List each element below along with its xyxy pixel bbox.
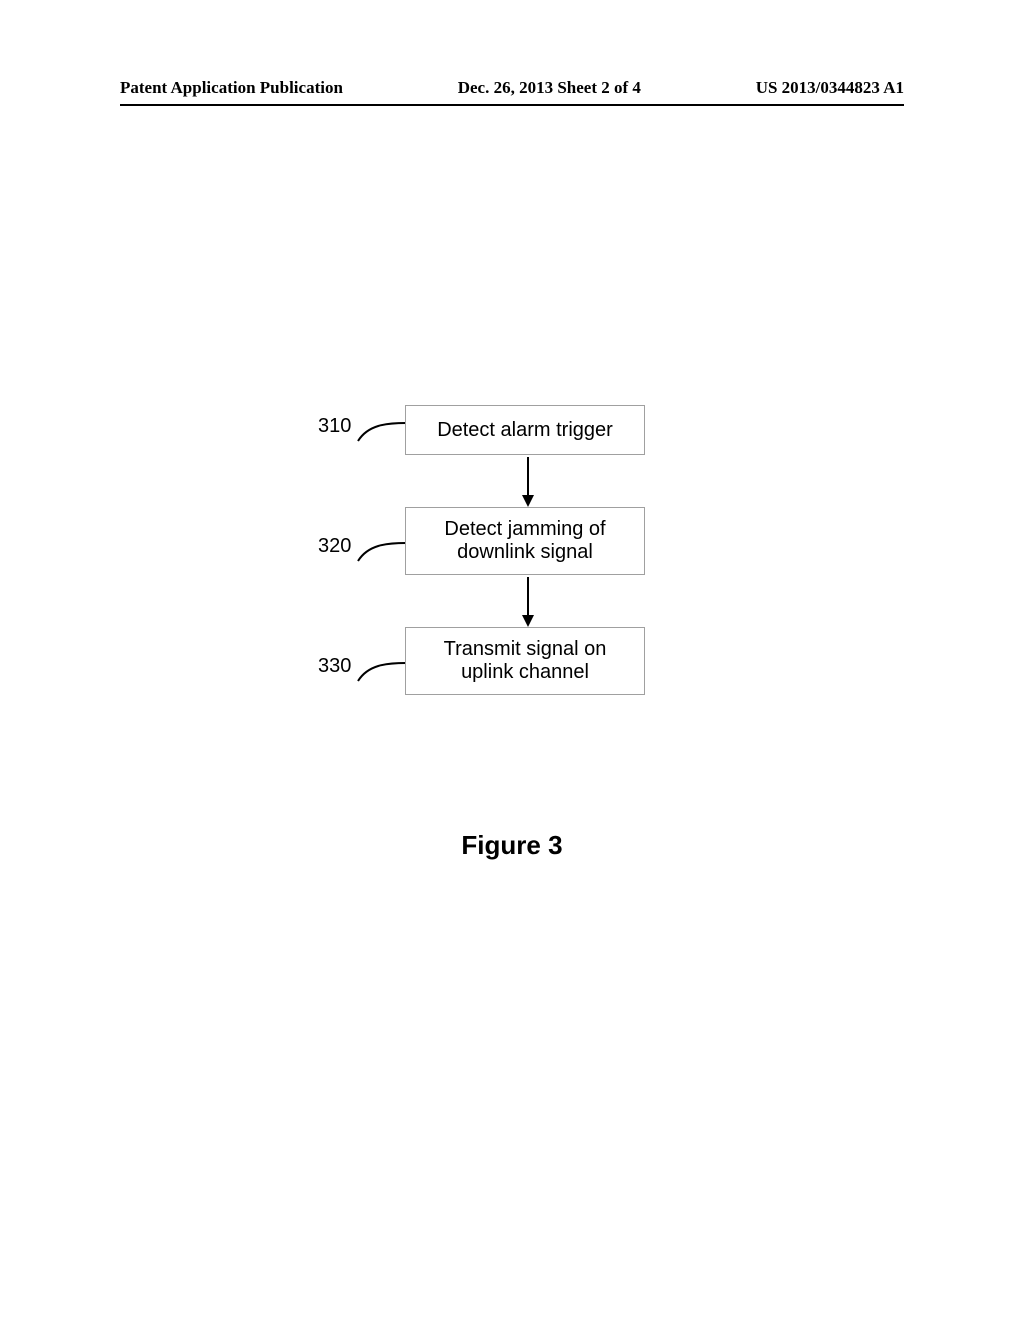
figure-caption: Figure 3 [0,830,1024,861]
flow-arrow-1 [0,455,1024,507]
leader-line-icon [356,419,408,443]
header-right: US 2013/0344823 A1 [756,78,904,98]
page-header: Patent Application Publication Dec. 26, … [120,78,904,98]
flow-node-310: Detect alarm trigger [405,405,645,455]
flow-node-310-row: 310 Detect alarm trigger [0,405,1024,455]
header-center: Dec. 26, 2013 Sheet 2 of 4 [458,78,641,98]
arrow-down-icon [520,577,536,627]
arrow-down-icon [520,457,536,507]
flow-label-320: 320 [318,535,351,558]
leader-line-icon [356,539,408,563]
flow-node-320-row: 320 Detect jamming of downlink signal [0,507,1024,575]
flow-node-320-text: Detect jamming of downlink signal [444,518,605,564]
flow-arrow-2 [0,575,1024,627]
flow-node-330: Transmit signal on uplink channel [405,627,645,695]
flow-node-320: Detect jamming of downlink signal [405,507,645,575]
flowchart: 310 Detect alarm trigger 320 Detect jamm… [0,405,1024,695]
flow-node-330-row: 330 Transmit signal on uplink channel [0,627,1024,695]
leader-line-icon [356,659,408,683]
flow-node-310-text: Detect alarm trigger [437,419,613,442]
flow-label-310: 310 [318,415,351,438]
header-rule [120,104,904,106]
page: Patent Application Publication Dec. 26, … [0,0,1024,1320]
flow-node-330-text: Transmit signal on uplink channel [444,638,607,684]
flow-label-330: 330 [318,655,351,678]
header-left: Patent Application Publication [120,78,343,98]
